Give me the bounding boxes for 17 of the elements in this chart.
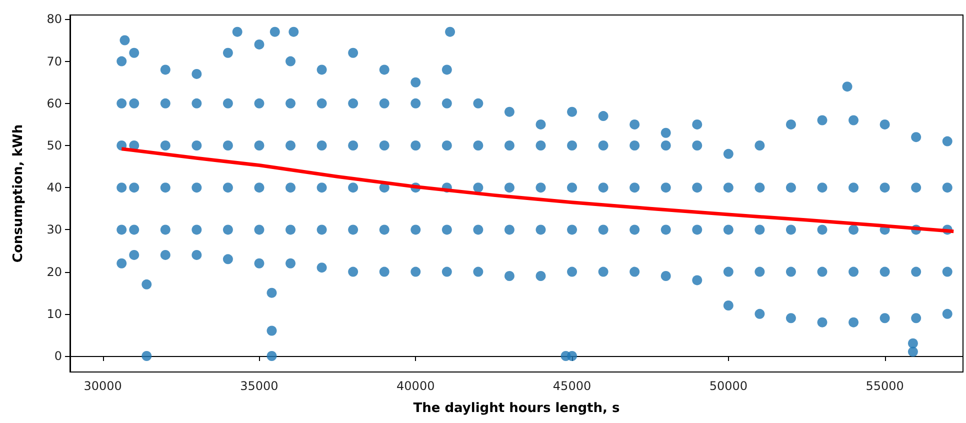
y-tick-label: 30 [46,222,62,237]
y-tick-label: 10 [46,306,62,321]
x-tick-label: 35000 [240,379,278,393]
y-tick-label: 60 [46,96,62,110]
y-tick-label: 50 [46,138,62,153]
y-tick-label: 80 [46,12,62,26]
x-tick-label: 30000 [84,379,122,393]
x-tick-label: 40000 [396,379,435,393]
y-tick-label: 0 [54,349,62,363]
x-tick-label: 55000 [866,379,904,393]
y-tick-label: 20 [46,264,62,279]
x-tick-label: 45000 [552,379,592,393]
y-tick-label: 70 [46,54,62,68]
x-tick-label: 50000 [709,379,748,393]
x-axis-title: The daylight hours length, s [413,401,620,416]
y-axis-title: Consumption, kWh [11,124,26,263]
y-tick-label: 40 [46,180,62,195]
